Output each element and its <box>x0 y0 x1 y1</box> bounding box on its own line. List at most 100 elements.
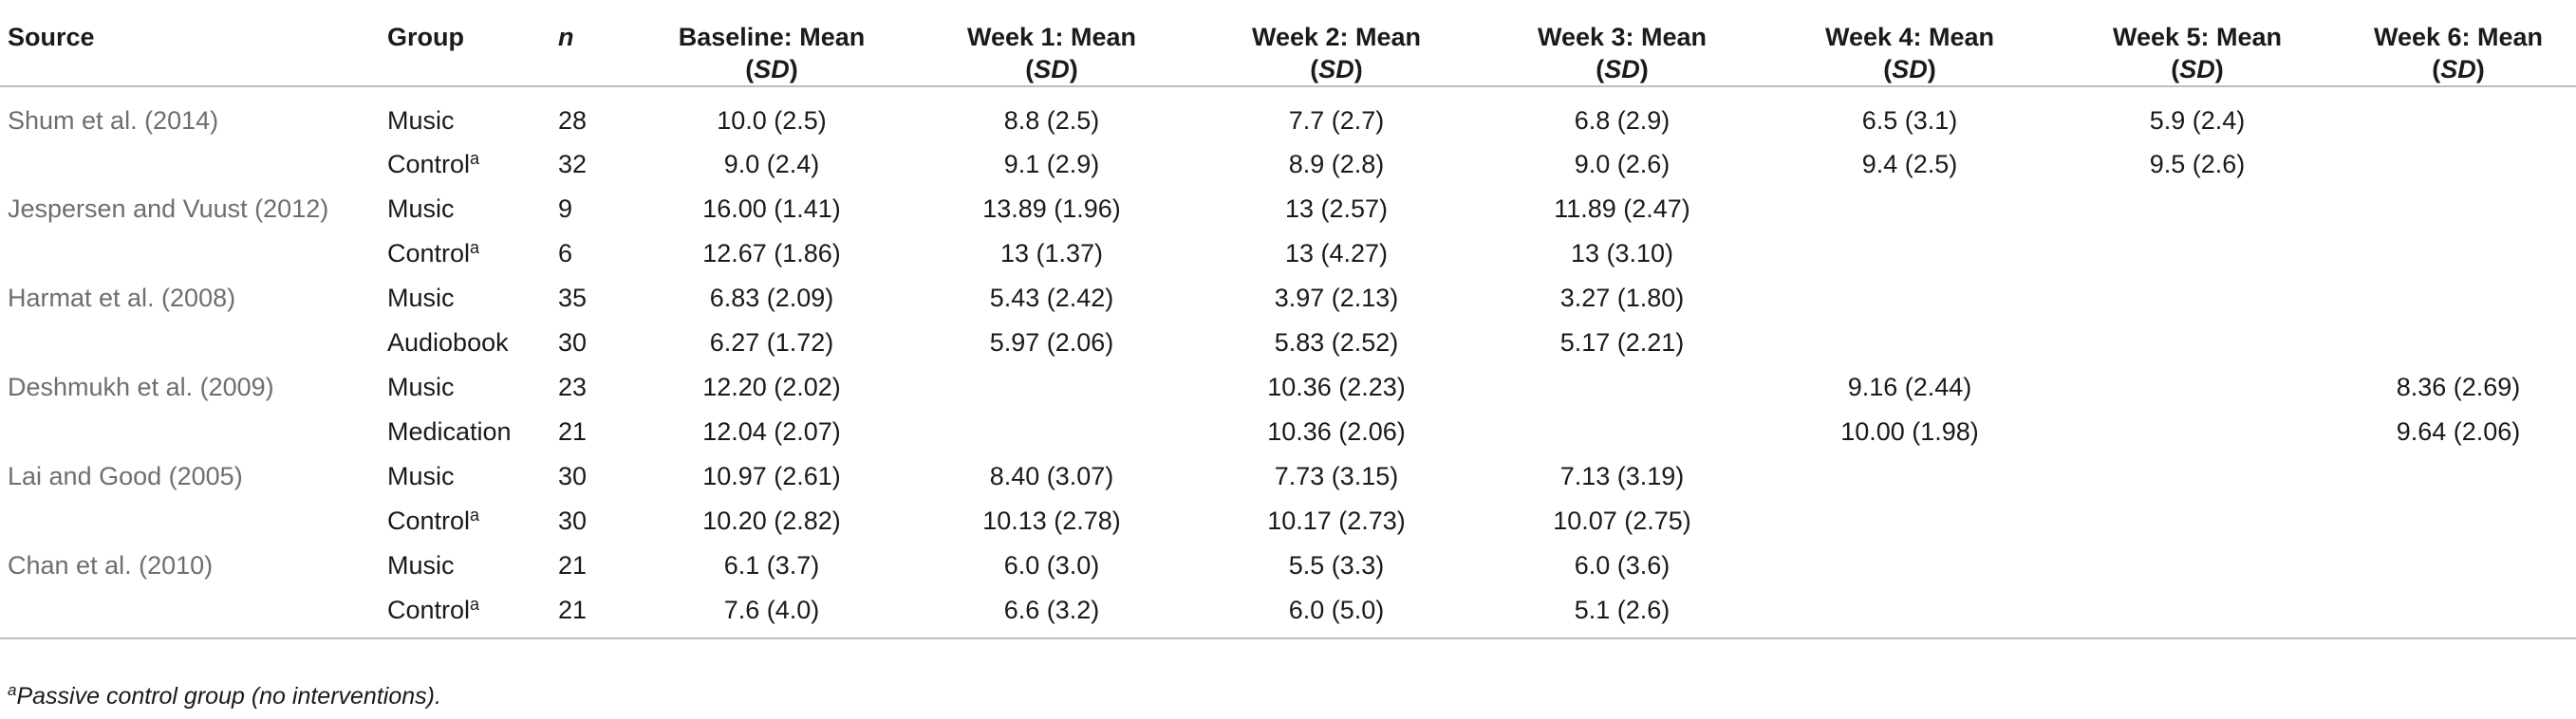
value-cell <box>2054 499 2341 544</box>
n-cell: 21 <box>558 417 588 446</box>
results-table: Source Group n Baseline: Mean (SD) Week 1: Me… <box>0 0 2576 639</box>
group-cell: Audiobook <box>378 321 549 365</box>
column-header-sd: SD <box>1604 55 1640 83</box>
value-cell <box>2341 544 2576 588</box>
source-cell: Chan et al. (2010) <box>8 551 214 580</box>
value-cell <box>2341 187 2576 231</box>
value-cell: 3.27 (1.80) <box>1559 284 1685 312</box>
value-cell: 8.9 (2.8) <box>1288 150 1385 178</box>
value-cell: 13 (2.57) <box>1284 194 1389 223</box>
column-header-label: Week 6: Mean <box>2373 23 2544 51</box>
group-label: Music <box>387 105 455 135</box>
n-cell: 9 <box>558 194 573 223</box>
source-cell <box>0 410 378 454</box>
table-row: Shum et al. (2014) Music 28 10.0 (2.5) 8.8 (… <box>0 86 2576 142</box>
value-cell: 5.9 (2.4) <box>2149 105 2246 135</box>
value-cell: 9.4 (2.5) <box>1861 150 1958 178</box>
footnote-marker: a <box>470 238 480 257</box>
group-cell: Music <box>378 454 549 499</box>
table-footnote: aPassive control group (no interventions… <box>8 682 441 710</box>
table-body: Shum et al. (2014) Music 28 10.0 (2.5) 8.8 (… <box>0 86 2576 639</box>
value-cell <box>2341 499 2576 544</box>
value-cell <box>2054 410 2341 454</box>
footnote-text: Passive control group (no interventions)… <box>16 683 441 710</box>
value-cell <box>2054 365 2341 410</box>
group-cell: Music <box>378 187 549 231</box>
source-cell: Lai and Good (2005) <box>8 462 243 490</box>
group-label: Music <box>387 284 455 312</box>
value-cell: 10.36 (2.06) <box>1267 417 1406 446</box>
value-cell: 9.5 (2.6) <box>2149 150 2246 178</box>
value-cell <box>1765 544 2054 588</box>
value-cell <box>2341 276 2576 321</box>
n-cell: 30 <box>558 507 588 535</box>
value-cell <box>1765 276 2054 321</box>
table-row: Medication 21 12.04 (2.07) 10.36 (2.06) 10.0… <box>0 410 2576 454</box>
group-label: Medication <box>387 417 512 446</box>
value-cell: 7.6 (4.0) <box>634 588 909 639</box>
value-cell: 6.83 (2.09) <box>709 284 834 312</box>
value-cell <box>2054 454 2341 499</box>
group-label: Music <box>387 551 455 580</box>
value-cell: 5.1 (2.6) <box>1479 588 1765 639</box>
value-cell: 16.00 (1.41) <box>702 194 841 223</box>
value-cell: 6.6 (3.2) <box>909 588 1194 639</box>
value-cell <box>2341 321 2576 365</box>
value-cell: 7.13 (3.19) <box>1559 462 1685 490</box>
value-cell <box>2054 231 2341 276</box>
value-cell <box>2341 588 2576 639</box>
table-row: Jespersen and Vuust (2012) Music 9 16.00 (1… <box>0 187 2576 231</box>
column-header: Source <box>0 0 378 87</box>
group-label: Control <box>387 595 471 624</box>
value-cell: 8.40 (3.07) <box>989 462 1114 490</box>
value-cell <box>909 410 1194 454</box>
column-header: Group <box>378 0 549 87</box>
source-cell <box>0 499 378 544</box>
column-header: n <box>549 0 634 87</box>
value-cell: 5.17 (2.21) <box>1559 328 1685 357</box>
column-header-label: Group <box>387 23 464 51</box>
column-header-sd: SD <box>1892 55 1928 83</box>
group-cell: Controla <box>378 142 549 187</box>
group-label: Control <box>387 507 471 535</box>
group-cell: Controla <box>378 588 549 639</box>
column-header: Week 6: Mean (SD) <box>2341 0 2576 87</box>
value-cell <box>2341 454 2576 499</box>
group-label: Control <box>387 239 471 267</box>
n-cell: 28 <box>558 105 588 135</box>
column-header-label: Source <box>8 23 95 51</box>
group-label: Music <box>387 373 455 401</box>
column-header-label: Baseline: Mean <box>678 23 866 51</box>
value-cell: 3.97 (2.13) <box>1274 284 1399 312</box>
n-cell: 21 <box>558 551 588 580</box>
table-row: Audiobook 30 6.27 (1.72) 5.97 (2.06) 5.83 (2… <box>0 321 2576 365</box>
value-cell: 9.16 (2.44) <box>1847 373 1972 401</box>
source-cell <box>0 142 378 187</box>
value-cell: 9.0 (2.4) <box>723 150 820 178</box>
n-cell: 6 <box>558 239 573 267</box>
footnote-marker: a <box>470 149 480 168</box>
value-cell: 8.8 (2.5) <box>1003 105 1100 135</box>
value-cell: 13 (1.37) <box>999 239 1104 267</box>
value-cell <box>2054 544 2341 588</box>
value-cell: 5.83 (2.52) <box>1274 328 1399 357</box>
value-cell: 10.36 (2.23) <box>1267 373 1406 401</box>
footnote-marker: a <box>470 594 480 614</box>
value-cell <box>2054 588 2341 639</box>
source-cell: Deshmukh et al. (2009) <box>8 373 274 401</box>
value-cell <box>1479 410 1765 454</box>
value-cell: 6.27 (1.72) <box>709 328 834 357</box>
table-row: Lai and Good (2005) Music 30 10.97 (2.61) 8.… <box>0 454 2576 499</box>
value-cell: 9.0 (2.6) <box>1574 150 1671 178</box>
value-cell: 6.0 (5.0) <box>1194 588 1479 639</box>
group-label: Audiobook <box>387 328 509 357</box>
value-cell <box>1479 365 1765 410</box>
column-header-label: Week 5: Mean <box>2112 23 2283 51</box>
column-header-label: Week 2: Mean <box>1251 23 1422 51</box>
column-header-sd: SD <box>1034 55 1070 83</box>
source-cell: Shum et al. (2014) <box>8 105 219 135</box>
group-cell: Music <box>378 544 549 588</box>
n-cell: 30 <box>558 462 588 490</box>
value-cell: 10.17 (2.73) <box>1267 507 1406 535</box>
